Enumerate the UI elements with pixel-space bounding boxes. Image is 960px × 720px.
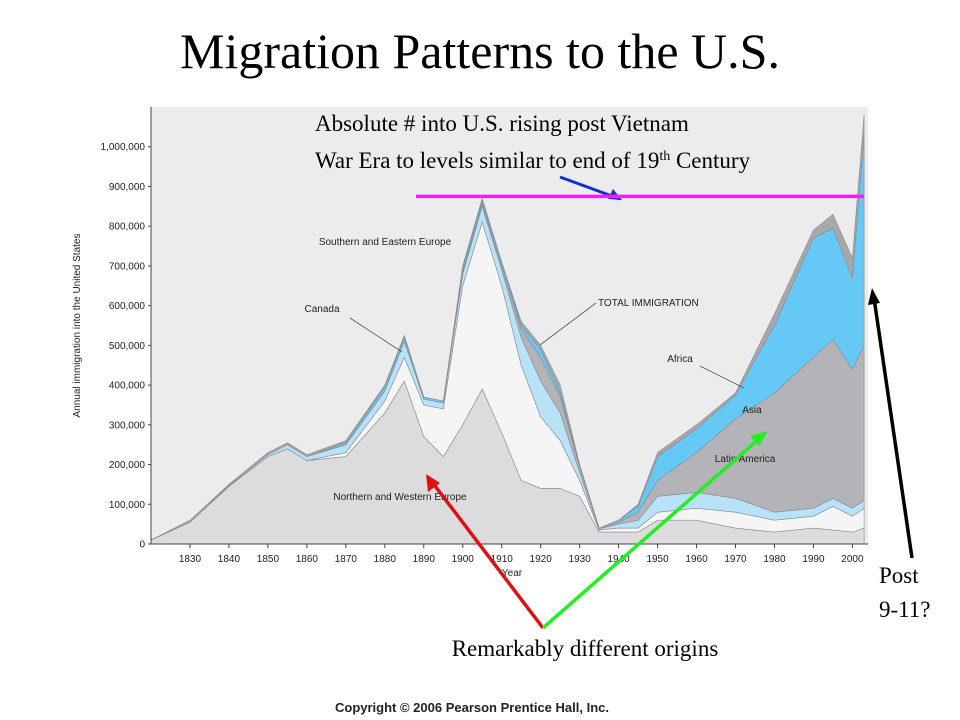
plot: 0 100,000 200,000 300,000 400,000 500,000 600,… <box>72 107 868 579</box>
post-note: 9-11? <box>879 597 931 622</box>
arrow <box>872 297 914 559</box>
note-line: War Era to levels similar to end of 19th… <box>315 148 751 173</box>
total-label: TOTAL IMMIGRATION <box>598 298 699 309</box>
y-tick-label: 500,000 <box>109 341 146 352</box>
y-axis-label: Annual immigration into the United State… <box>72 234 83 418</box>
arrow <box>430 480 545 630</box>
arrow <box>541 436 762 630</box>
note-line: Absolute # into U.S. rising post Vietnam <box>315 111 689 136</box>
post-note: Post <box>879 563 919 588</box>
x-tick-label: 1920 <box>530 554 553 565</box>
note-part: War Era to levels similar to end of 19 <box>315 148 659 173</box>
y-tick-label: 200,000 <box>109 460 146 471</box>
leader <box>539 302 597 346</box>
x-tick-label: 1900 <box>452 554 475 565</box>
area <box>150 114 865 541</box>
arrowhead <box>750 431 768 446</box>
y-tick-label: 600,000 <box>109 301 146 312</box>
x-tick-label: 1830 <box>179 554 202 565</box>
y-tick-label: 700,000 <box>109 261 146 272</box>
y-tick-label: 800,000 <box>109 222 146 233</box>
y-tick-label: 1,000,000 <box>101 142 146 153</box>
leader <box>349 317 403 353</box>
y-tick-label: 400,000 <box>109 381 146 392</box>
x-tick-label: 2000 <box>841 554 864 565</box>
origins-note: Remarkably different origins <box>452 636 719 661</box>
y-tick-label: 0 <box>139 540 145 551</box>
x-tick-label: 1850 <box>257 554 280 565</box>
x-tick-label: 1890 <box>413 554 436 565</box>
arrowhead <box>868 288 880 305</box>
note-part: Century <box>670 148 750 173</box>
x-tick-label: 1930 <box>569 554 592 565</box>
x-tick-label: 1990 <box>802 554 825 565</box>
slide-title: Migration Patterns to the U.S. <box>180 23 780 79</box>
x-tick-label: 1910 <box>491 554 514 565</box>
series-label: Canada <box>304 304 339 315</box>
arrowhead <box>426 474 440 492</box>
y-tick-label: 300,000 <box>109 420 146 431</box>
x-tick-label: 1980 <box>763 554 786 565</box>
copyright: Copyright © 2006 Pearson Prentice Hall, … <box>335 700 609 715</box>
series-label: Northern and Western Europe <box>333 492 467 503</box>
x-tick-label: 1870 <box>335 554 358 565</box>
x-tick-label: 1950 <box>646 554 669 565</box>
x-axis-label: Year <box>502 568 523 579</box>
series-label: Southern and Eastern Europe <box>319 237 452 248</box>
leader <box>699 365 745 389</box>
note-superscript: th <box>659 149 670 164</box>
x-tick-label: 1880 <box>374 554 397 565</box>
series-label: Africa <box>667 354 693 365</box>
series-label: Asia <box>742 405 762 416</box>
x-tick-label: 1970 <box>724 554 747 565</box>
y-tick-label: 900,000 <box>109 182 146 193</box>
series-label: Latin America <box>715 454 776 465</box>
x-tick-label: 1860 <box>296 554 319 565</box>
y-tick-label: 100,000 <box>109 500 146 511</box>
x-tick-label: 1840 <box>218 554 241 565</box>
x-tick-label: 1960 <box>685 554 708 565</box>
